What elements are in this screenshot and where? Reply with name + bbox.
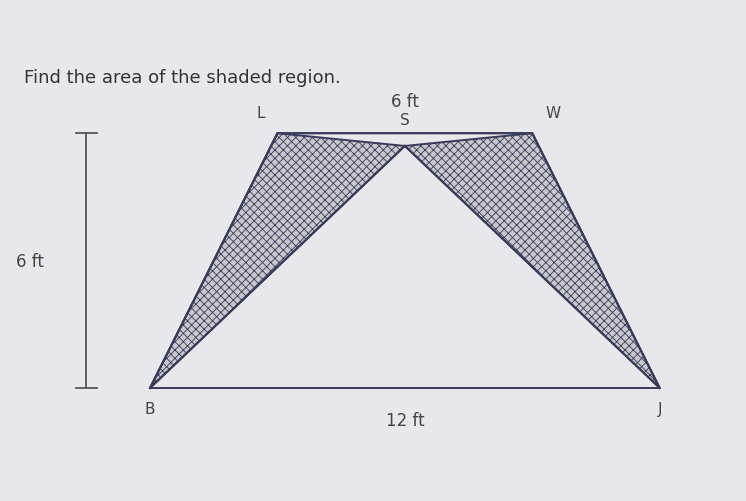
Polygon shape	[405, 134, 659, 388]
Text: S: S	[400, 113, 410, 128]
Text: W: W	[545, 106, 560, 121]
Text: 12 ft: 12 ft	[386, 411, 424, 429]
Text: J: J	[657, 401, 662, 416]
Text: B: B	[145, 401, 155, 416]
Text: L: L	[256, 106, 265, 121]
Text: 6 ft: 6 ft	[16, 252, 44, 270]
Polygon shape	[150, 134, 405, 388]
Polygon shape	[150, 147, 659, 388]
Text: Find the area of the shaded region.: Find the area of the shaded region.	[24, 69, 340, 87]
Text: 6 ft: 6 ft	[391, 93, 419, 111]
